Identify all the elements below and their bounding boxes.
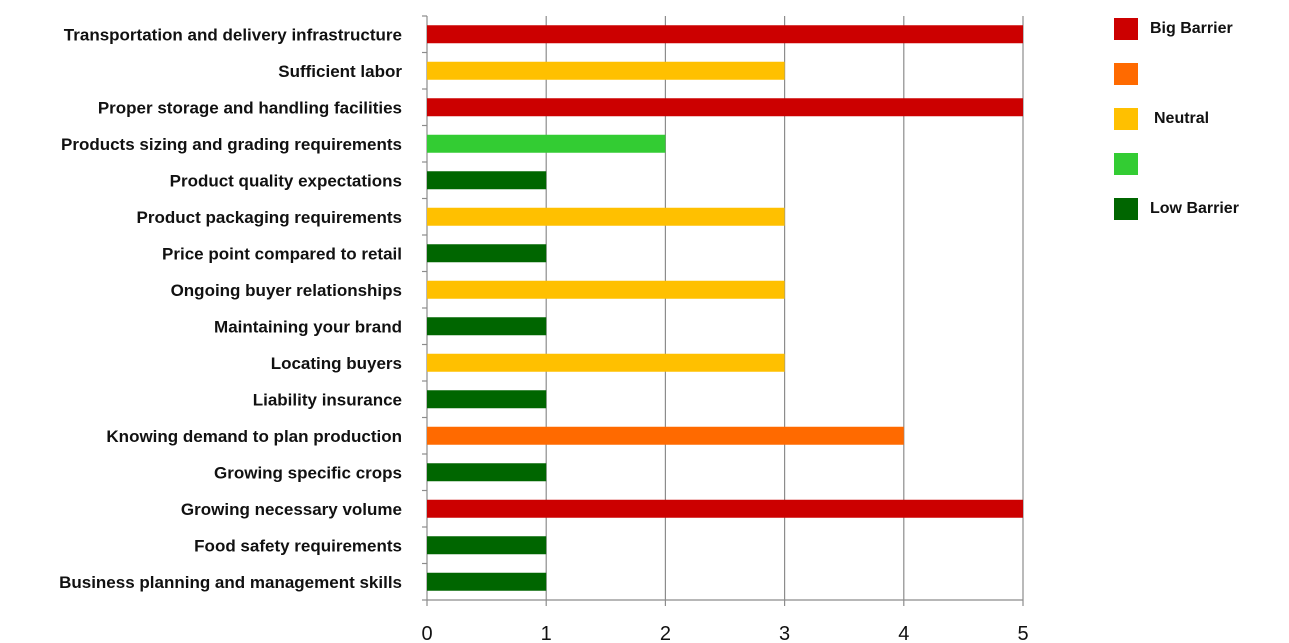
x-tick-label: 1 [541,623,552,643]
category-label: Product quality expectations [170,171,402,190]
x-tick-label: 4 [898,623,909,643]
category-label: Products sizing and grading requirements [61,135,402,154]
legend-swatch [1114,198,1138,220]
legend-swatch [1114,18,1138,40]
category-label: Product packaging requirements [137,208,402,227]
category-label: Ongoing buyer relationships [171,281,402,300]
legend-swatch [1114,63,1138,85]
category-label: Growing necessary volume [181,500,402,519]
x-tick-label: 5 [1017,623,1028,643]
x-tick-label: 2 [660,623,671,643]
x-tick-label: 3 [779,623,790,643]
category-label: Growing specific crops [214,463,402,482]
category-label: Liability insurance [253,390,402,409]
bar [427,61,785,80]
bar [427,280,785,299]
category-label: Business planning and management skills [59,573,402,592]
bar [427,98,1023,117]
x-tick-label: 0 [421,623,432,643]
legend-swatch [1114,153,1138,175]
bar [427,25,1023,44]
bar [427,134,666,153]
category-label: Transportation and delivery infrastructu… [64,25,402,44]
bar [427,390,547,409]
bar [427,426,904,445]
category-label: Knowing demand to plan production [106,427,402,446]
category-label: Price point compared to retail [162,244,402,263]
bar [427,317,547,336]
legend-label: Big Barrier [1150,20,1233,37]
bar [427,353,785,372]
category-label: Maintaining your brand [214,317,402,336]
legend-label: Low Barrier [1150,200,1239,217]
bar [427,572,547,591]
category-label: Locating buyers [271,354,402,373]
legend-label: Neutral [1154,110,1209,127]
category-label: Proper storage and handling facilities [98,98,402,117]
category-labels: Transportation and delivery infrastructu… [59,25,402,592]
bar [427,463,547,482]
bar [427,499,1023,518]
legend: Big Barrier Neutral Low Barrier [1114,18,1239,220]
bar [427,171,547,190]
category-label: Food safety requirements [194,536,402,555]
x-tick-labels: 0 1 2 3 4 5 [421,623,1028,643]
legend-swatch [1114,108,1138,130]
bar [427,244,547,263]
bar-layer [427,25,1023,591]
category-label: Sufficient labor [278,62,402,81]
bar [427,536,547,555]
bar [427,207,785,226]
